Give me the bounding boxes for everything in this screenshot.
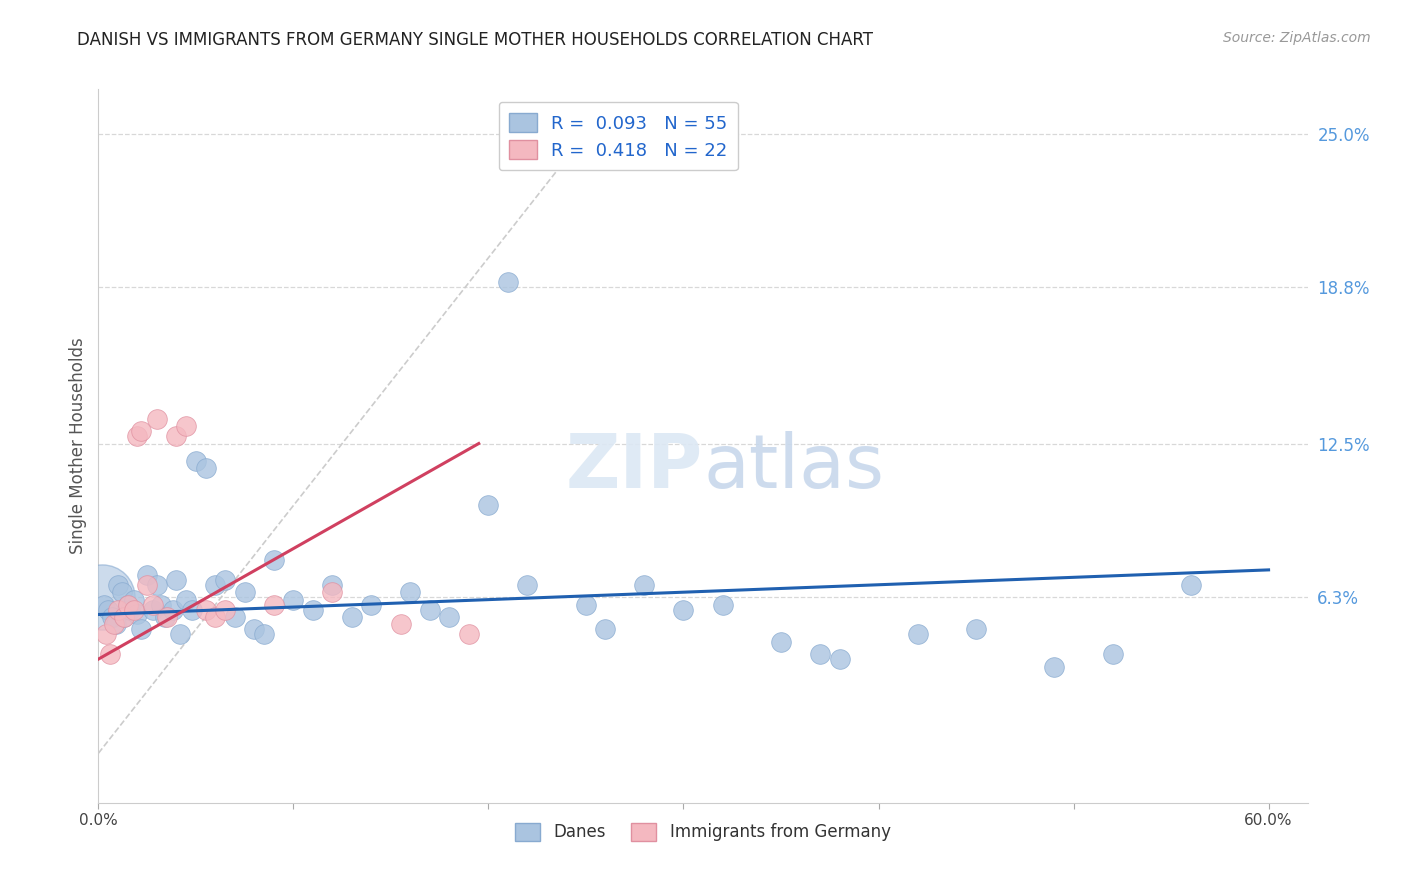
- Point: [184, 454, 207, 468]
- Point: [174, 419, 197, 434]
- Point: [107, 578, 129, 592]
- Point: [107, 602, 129, 616]
- Point: [1101, 647, 1123, 661]
- Text: ZIP: ZIP: [565, 431, 703, 504]
- Point: [389, 617, 412, 632]
- Legend: Danes, Immigrants from Germany: Danes, Immigrants from Germany: [509, 816, 897, 848]
- Text: DANISH VS IMMIGRANTS FROM GERMANY SINGLE MOTHER HOUSEHOLDS CORRELATION CHART: DANISH VS IMMIGRANTS FROM GERMANY SINGLE…: [77, 31, 873, 49]
- Point: [253, 627, 276, 641]
- Point: [1180, 578, 1202, 592]
- Point: [439, 610, 461, 624]
- Point: [174, 592, 197, 607]
- Point: [321, 578, 343, 592]
- Point: [575, 598, 598, 612]
- Point: [672, 602, 695, 616]
- Point: [204, 578, 226, 592]
- Point: [769, 634, 792, 648]
- Point: [458, 627, 481, 641]
- Point: [321, 585, 343, 599]
- Point: [122, 602, 145, 616]
- Point: [153, 610, 176, 624]
- Point: [169, 627, 191, 641]
- Point: [181, 602, 204, 616]
- Point: [204, 610, 226, 624]
- Point: [146, 578, 169, 592]
- Point: [194, 602, 217, 616]
- Point: [340, 610, 363, 624]
- Point: [214, 573, 236, 587]
- Point: [419, 602, 441, 616]
- Point: [283, 592, 305, 607]
- Point: [496, 276, 519, 290]
- Text: atlas: atlas: [703, 431, 884, 504]
- Point: [97, 602, 120, 616]
- Point: [263, 598, 285, 612]
- Point: [360, 598, 382, 612]
- Point: [131, 623, 153, 637]
- Point: [142, 598, 165, 612]
- Point: [263, 553, 285, 567]
- Point: [516, 578, 538, 592]
- Point: [595, 623, 617, 637]
- Point: [104, 617, 127, 632]
- Point: [828, 652, 851, 666]
- Point: [1043, 659, 1066, 673]
- Point: [103, 617, 125, 632]
- Point: [302, 602, 325, 616]
- Point: [633, 578, 655, 592]
- Point: [149, 598, 172, 612]
- Point: [214, 602, 236, 616]
- Point: [965, 623, 987, 637]
- Point: [233, 585, 256, 599]
- Point: [194, 461, 217, 475]
- Point: [224, 610, 246, 624]
- Point: [98, 647, 121, 661]
- Point: [131, 424, 153, 438]
- Y-axis label: Single Mother Households: Single Mother Households: [69, 338, 87, 554]
- Point: [399, 585, 422, 599]
- Point: [127, 607, 149, 622]
- Point: [117, 598, 139, 612]
- Point: [122, 592, 145, 607]
- Point: [111, 585, 134, 599]
- Point: [118, 602, 141, 616]
- Point: [112, 610, 135, 624]
- Point: [162, 602, 184, 616]
- Text: Source: ZipAtlas.com: Source: ZipAtlas.com: [1223, 31, 1371, 45]
- Point: [117, 598, 139, 612]
- Point: [165, 573, 187, 587]
- Point: [142, 602, 165, 616]
- Point: [101, 610, 124, 624]
- Point: [127, 429, 149, 443]
- Point: [136, 567, 159, 582]
- Point: [907, 627, 929, 641]
- Point: [146, 411, 169, 425]
- Point: [165, 429, 187, 443]
- Point: [96, 627, 118, 641]
- Point: [477, 499, 499, 513]
- Point: [711, 598, 734, 612]
- Point: [136, 578, 159, 592]
- Point: [91, 590, 114, 604]
- Point: [808, 647, 831, 661]
- Point: [243, 623, 266, 637]
- Point: [112, 610, 135, 624]
- Point: [93, 598, 115, 612]
- Point: [156, 610, 179, 624]
